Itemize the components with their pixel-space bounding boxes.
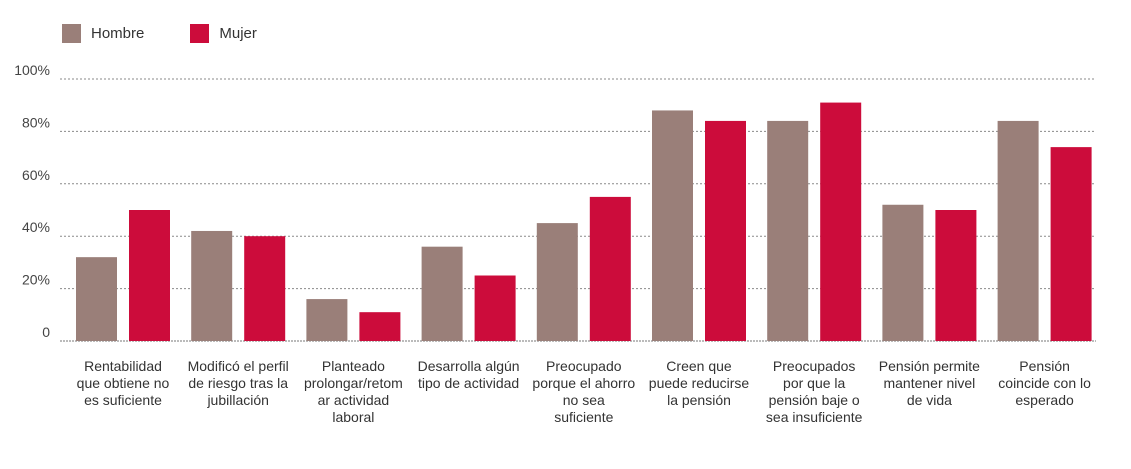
bar-hombre-2 [306,299,347,341]
bar-mujer-6 [820,103,861,341]
bar-hombre-5 [652,110,693,341]
bar-mujer-4 [590,197,631,341]
y-tick-label: 100% [14,62,50,78]
category-label: Preocupado porque el ahorro no sea sufic… [532,358,636,426]
bar-hombre-1 [191,231,232,341]
category-label: Desarrolla algún tipo de actividad [417,358,521,392]
bar-mujer-7 [935,210,976,341]
y-tick-label: 20% [22,272,50,288]
bar-hombre-8 [998,121,1039,341]
bar-mujer-0 [129,210,170,341]
category-label: Pensión coincide con lo esperado [993,358,1097,409]
bar-mujer-3 [475,276,516,342]
category-label: Rentabilidad que obtiene no es suficient… [71,358,175,409]
bar-mujer-2 [359,312,400,341]
category-label: Pensión permite mantener nivel de vida [877,358,981,409]
bar-mujer-1 [244,236,285,341]
category-label: Preocupados por que la pensión baje o se… [762,358,866,426]
y-tick-label: 60% [22,167,50,183]
bar-hombre-7 [882,205,923,341]
bar-mujer-8 [1051,147,1092,341]
y-tick-label: 80% [22,114,50,130]
bar-hombre-3 [422,247,463,341]
y-tick-label: 40% [22,219,50,235]
category-label: Planteado prolongar/retomar actividad la… [301,358,405,426]
bar-hombre-6 [767,121,808,341]
bar-hombre-4 [537,223,578,341]
category-label: Modificó el perfil de riesgo tras la jub… [186,358,290,409]
y-tick-label: 0 [42,324,50,340]
category-label: Creen que puede reducirse la pensión [647,358,751,409]
bar-mujer-5 [705,121,746,341]
bar-hombre-0 [76,257,117,341]
